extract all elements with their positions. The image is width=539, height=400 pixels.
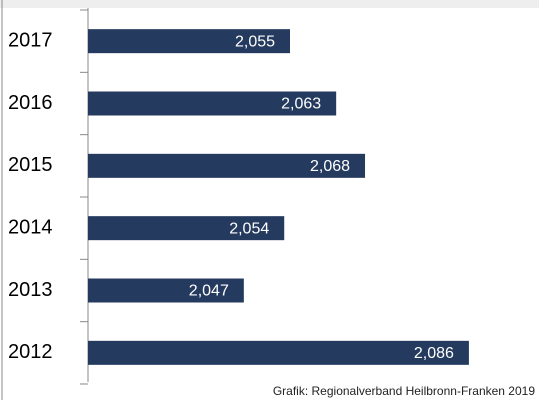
- value-label: 2,063: [281, 96, 321, 113]
- value-label: 2,086: [414, 345, 454, 362]
- value-label: 2,047: [189, 283, 229, 300]
- bar: [88, 216, 285, 241]
- value-label: 2,068: [310, 158, 350, 175]
- category-label: 2015: [8, 154, 53, 176]
- value-label: 2,055: [235, 33, 275, 50]
- bar: [88, 153, 366, 178]
- top-band: [0, 0, 539, 8]
- category-label: 2017: [8, 29, 53, 51]
- bar: [88, 278, 244, 303]
- category-label: 2012: [8, 341, 53, 363]
- value-label: 2,054: [229, 220, 269, 237]
- bar: [88, 91, 337, 116]
- category-label: 2013: [8, 279, 53, 301]
- bar: [88, 29, 290, 54]
- bar: [88, 340, 469, 365]
- category-label: 2016: [8, 92, 53, 114]
- category-label: 2014: [8, 216, 53, 238]
- source-note: Grafik: Regionalverband Heilbronn-Franke…: [273, 384, 535, 398]
